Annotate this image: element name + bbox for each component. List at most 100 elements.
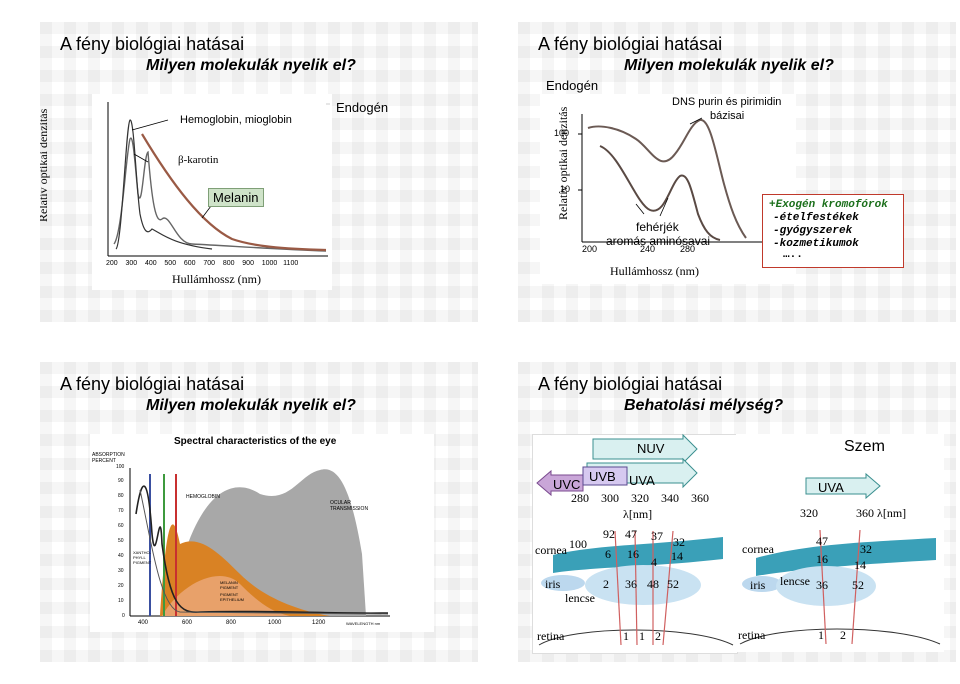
x-tick-280: 280 bbox=[680, 244, 696, 254]
label-xantho-2: PHYLL bbox=[133, 555, 146, 560]
cornea-value-4: 4 bbox=[651, 555, 657, 569]
x-tick: 400 bbox=[144, 260, 157, 267]
slide-subtitle: Milyen molekulák nyelik el? bbox=[146, 397, 356, 414]
lambda-unit: λ[nm] bbox=[623, 507, 653, 521]
cornea-value-16: 16 bbox=[627, 547, 639, 561]
protein-label-line-1: fehérjék bbox=[636, 220, 679, 234]
chart-title: Spectral characteristics of the eye bbox=[174, 436, 337, 447]
right-lens-value-52: 52 bbox=[852, 578, 864, 592]
right-retina-value-1: 1 bbox=[818, 628, 824, 642]
label-xantho-1: XANTHO- bbox=[133, 550, 151, 555]
dna-label-line-1: DNS purin és pirimidin bbox=[672, 96, 782, 108]
label-melanin: Melanin bbox=[208, 188, 264, 207]
x-tick-labels: 200 300 400 500 600 700 800 900 1000 110… bbox=[106, 260, 298, 267]
eye-diagram-right: Szem UVA 320 360 λ[nm] cornea 47 32 16 1… bbox=[736, 434, 944, 652]
wavelength-280: 280 bbox=[571, 491, 589, 505]
right-cornea-value-14: 14 bbox=[854, 558, 866, 572]
lens-value-52: 52 bbox=[667, 577, 679, 591]
cornea-value-6: 6 bbox=[605, 547, 611, 561]
x-tick: 500 bbox=[164, 260, 177, 267]
y-tick-100: 100 bbox=[116, 464, 125, 470]
wavelength-340: 340 bbox=[661, 491, 679, 505]
right-wavelength-360: 360 λ[nm] bbox=[856, 506, 907, 520]
wavelength-300: 300 bbox=[601, 491, 619, 505]
right-eye-drawing bbox=[739, 472, 941, 645]
label-ocular-1: OCULAR bbox=[330, 500, 351, 506]
slide-title: A fény biológiai hatásai bbox=[60, 34, 245, 54]
x-tick: 900 bbox=[242, 260, 254, 267]
y-title-line-1: ABSORPTION bbox=[92, 452, 125, 458]
x-tick: 300 bbox=[125, 260, 138, 267]
label-pigment-1: PIGMENT bbox=[220, 592, 239, 597]
wavelength-360: 360 bbox=[691, 491, 709, 505]
y-axis-label: Relatív optikai denzitás bbox=[556, 106, 570, 220]
x-tick: 800 bbox=[222, 260, 235, 267]
label-szem: Szem bbox=[844, 438, 885, 455]
label-iris: iris bbox=[545, 577, 561, 591]
chart-2-drawing bbox=[578, 114, 790, 243]
lens-value-2: 2 bbox=[603, 577, 609, 591]
chart-1-drawing bbox=[107, 102, 330, 257]
y-tick-10: 10 bbox=[118, 598, 124, 604]
right-wavelength-320: 320 bbox=[800, 506, 818, 520]
label-melanin-2: PIGMENT bbox=[220, 585, 239, 590]
label-lencse: lencse bbox=[565, 591, 595, 605]
x-tick-400: 400 bbox=[138, 620, 149, 626]
absorption-chart-1: Hemoglobin, mioglobin β-karotin Melanin … bbox=[92, 94, 332, 290]
cornea-value-32: 32 bbox=[673, 535, 685, 549]
x-tick: 600 bbox=[183, 260, 196, 267]
label-hemoglobin: Hemoglobin, mioglobin bbox=[180, 114, 292, 126]
x-unit: WAVELENGTH nm bbox=[346, 621, 381, 626]
left-eye-drawing bbox=[536, 433, 734, 646]
right-label-cornea: cornea bbox=[742, 542, 774, 556]
y-tick-40: 40 bbox=[118, 553, 124, 559]
label-uvc: UVC bbox=[553, 477, 581, 492]
y-tick-80: 80 bbox=[118, 493, 124, 499]
slide-2: A fény biológiai hatásai Milyen molekulá… bbox=[518, 22, 956, 322]
exogen-title: +Exogén kromofórok bbox=[769, 199, 888, 211]
x-tick-1000: 1000 bbox=[268, 620, 282, 626]
y-tick-100: 100 bbox=[554, 128, 570, 138]
endogen-label: Endogén bbox=[546, 78, 599, 93]
exogen-item-3: -kozmetikumok bbox=[773, 238, 859, 250]
right-cornea-value-16: 16 bbox=[816, 552, 828, 566]
endogen-label: Endogén bbox=[336, 100, 389, 115]
cornea-value-100: 100 bbox=[569, 537, 587, 551]
label-nuv: NUV bbox=[637, 441, 665, 456]
exogen-box: +Exogén kromofórok -ételfestékek -gyógys… bbox=[762, 194, 904, 268]
eye-diagram-left: NUV UVB UVC UVA 280 300 320 340 360 λ[nm… bbox=[532, 433, 738, 654]
y-tick-10: 10 bbox=[560, 184, 571, 194]
retina-value-1b: 1 bbox=[639, 629, 645, 643]
label-melanin-1: MELANIN bbox=[220, 580, 238, 585]
cornea-value-37: 37 bbox=[651, 529, 663, 543]
x-tick-240: 240 bbox=[640, 244, 656, 254]
right-lens-value-36: 36 bbox=[816, 578, 828, 592]
lens-value-48: 48 bbox=[647, 577, 659, 591]
y-tick-60: 60 bbox=[118, 523, 124, 529]
slide-1: A fény biológiai hatásai Milyen molekulá… bbox=[40, 22, 478, 322]
y-tick-20: 20 bbox=[118, 583, 124, 589]
y-tick-70: 70 bbox=[118, 508, 124, 514]
exogen-item-1: -ételfestékek bbox=[773, 212, 859, 224]
y-tick-30: 30 bbox=[118, 568, 124, 574]
right-label-iris: iris bbox=[750, 578, 766, 592]
lens-value-36: 36 bbox=[625, 577, 637, 591]
slide-subtitle: Milyen molekulák nyelik el? bbox=[624, 57, 834, 74]
eye-spectral-chart: Spectral characteristics of the eye ABSO… bbox=[90, 434, 434, 632]
x-axis-label: Hullámhossz (nm) bbox=[172, 272, 261, 286]
absorption-chart-2: DNS purin és pirimidin bázisai fehérjék … bbox=[540, 94, 796, 284]
dna-label-line-2: bázisai bbox=[710, 110, 745, 122]
slide-title: A fény biológiai hatásai bbox=[538, 374, 723, 394]
label-ocular-2: TRANSMISSION bbox=[330, 506, 369, 512]
slide-title: A fény biológiai hatásai bbox=[60, 374, 245, 394]
cornea-value-47: 47 bbox=[625, 527, 637, 541]
slide-4: A fény biológiai hatásai Behatolási mély… bbox=[518, 362, 956, 662]
cornea-value-92: 92 bbox=[603, 527, 615, 541]
y-axis-label: Relatív optikai denzitás bbox=[40, 108, 50, 222]
exogen-more: ….. bbox=[783, 249, 803, 261]
x-tick: 1000 bbox=[261, 260, 278, 267]
x-tick-600: 600 bbox=[182, 620, 193, 626]
label-uvb: UVB bbox=[589, 469, 616, 484]
y-tick-90: 90 bbox=[118, 478, 124, 484]
right-cornea-value-32: 32 bbox=[860, 542, 872, 556]
